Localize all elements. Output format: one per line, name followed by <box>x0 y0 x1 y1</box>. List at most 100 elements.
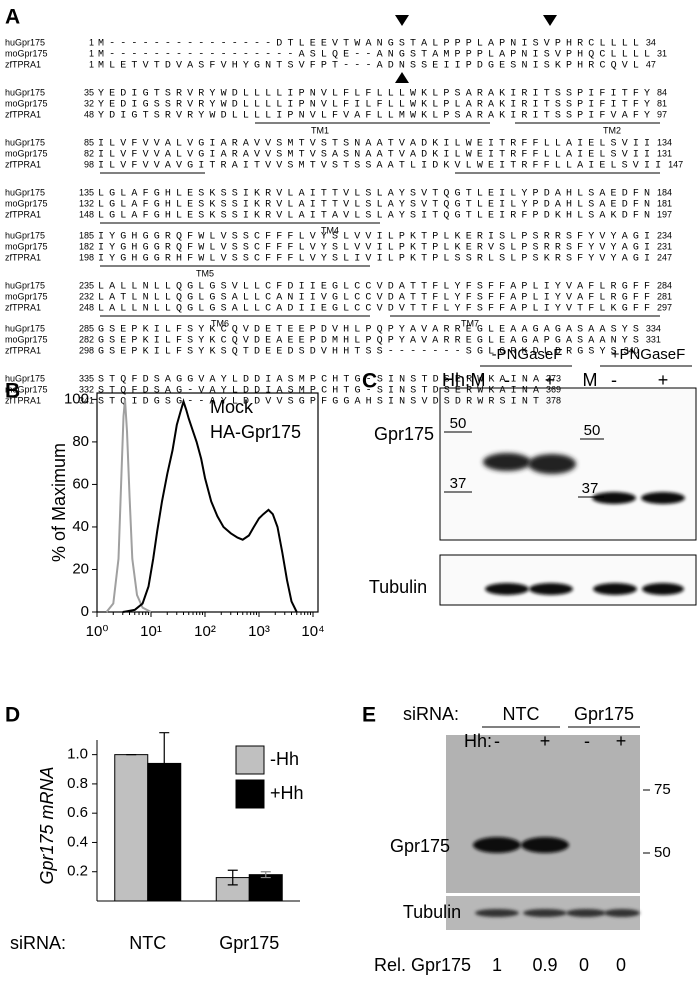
sequence-name: huGpr175 <box>5 37 45 47</box>
tm-label: TM6 <box>211 318 229 328</box>
rel-value: 1 <box>492 955 502 975</box>
sequence: LALLNLLQGLGSALLCADIIEGLCCVDVTTFLYFSFFAPL… <box>98 304 650 315</box>
row-label: Tubulin <box>369 577 427 597</box>
band <box>473 837 521 853</box>
residue-end: 197 <box>657 209 672 219</box>
legend-label: HA-Gpr175 <box>210 422 301 442</box>
x-tick-label: 10² <box>194 623 216 640</box>
hh-label: Hh: <box>464 731 492 751</box>
rel-value: 0.9 <box>532 955 557 975</box>
band <box>485 583 529 595</box>
lane-label: + <box>658 370 669 390</box>
residue-end: 369 <box>546 384 561 394</box>
sequence-name: zfTPRA1 <box>5 159 41 169</box>
plot-frame <box>96 392 319 613</box>
error-bar <box>260 871 271 879</box>
blot-frame <box>446 735 640 893</box>
sequence: IYGHGGRHFWLVSSCFFFLVYSLIVILPKTPLSSRLSLPS… <box>98 254 650 265</box>
lane-label: + <box>545 370 556 390</box>
sequence: LALLNLLQGLGSVLLCFDIIEGLCCVDATTFLYFSFFAPL… <box>98 282 650 293</box>
x-tick-label: 10³ <box>248 623 270 640</box>
tm-label: TM1 <box>311 125 329 135</box>
y-tick-label: 0.4 <box>67 833 88 850</box>
legend-label: +Hh <box>270 783 304 803</box>
sequence-name: moGpr175 <box>5 198 48 208</box>
panel-letter: B <box>5 380 20 403</box>
y-tick-label: 20 <box>72 560 89 577</box>
panel-letter: C <box>362 370 377 393</box>
sequence: YEDIGTSRVRYWDLLLLIPNVLFLFLLLWKLPSARAKIRI… <box>98 89 650 100</box>
sequence-name: zfTPRA1 <box>5 345 41 355</box>
legend-label: -Hh <box>270 749 299 769</box>
row-label: Gpr175 <box>374 424 434 444</box>
tm-label: TM5 <box>196 268 214 278</box>
histogram-line <box>122 398 298 613</box>
error-bar <box>159 732 170 795</box>
lane-label: M <box>583 370 598 390</box>
panel-letter: A <box>5 6 20 29</box>
residue-end: 31 <box>657 48 667 58</box>
site-marker <box>543 15 557 26</box>
y-tick-label: 0.2 <box>67 863 88 880</box>
band <box>604 909 640 917</box>
sequence: GSEPKILFSYKCQVDETEEPDVHLPQPYAVARREGLEAAG… <box>98 325 639 336</box>
band <box>483 453 531 471</box>
residue-start: 132 <box>79 198 94 208</box>
residue-end: 297 <box>657 302 672 312</box>
sequence: ILVFVVALVGIARAVVSMTVSASNAATVADKILWEITRFF… <box>98 150 650 161</box>
sequence-name: moGpr175 <box>5 291 48 301</box>
x-tick-label: 10⁰ <box>86 623 109 640</box>
panel-letter: D <box>5 704 20 727</box>
sequence-name: zfTPRA1 <box>5 109 41 119</box>
band <box>642 583 684 595</box>
sequence: ILVFVVAVGITRAITVVSMTVSTSSAATLIDKVLWEITRF… <box>98 161 661 172</box>
y-tick-label: 0.8 <box>67 775 88 792</box>
residue-start: 48 <box>84 109 94 119</box>
band <box>529 583 573 595</box>
sequence-name: huGpr175 <box>5 187 45 197</box>
panel-letter: E <box>362 704 376 727</box>
sequence-name: huGpr175 <box>5 230 45 240</box>
legend-swatch <box>235 745 265 775</box>
sequence-name: huGpr175 <box>5 323 45 333</box>
residue-start: 332 <box>79 384 94 394</box>
sequence: LGLAFGHLESKSSIKRVLAITTVLSLAYSVTQGTLEILYP… <box>98 189 650 200</box>
residue-start: 135 <box>79 187 94 197</box>
y-tick-label: 40 <box>72 518 89 535</box>
residue-start: 1 <box>89 37 94 47</box>
legend-swatch <box>235 779 265 809</box>
y-tick-label: 0.6 <box>67 804 88 821</box>
sequence-name: huGpr175 <box>5 87 45 97</box>
y-tick-label: 80 <box>72 433 89 450</box>
sequence-name: moGpr175 <box>5 384 48 394</box>
residue-start: 32 <box>84 98 94 108</box>
marker-label: 50 <box>450 415 467 432</box>
y-tick-label: 60 <box>72 475 89 492</box>
lane-label: M <box>471 370 486 390</box>
residue-start: 235 <box>79 280 94 290</box>
residue-end: 231 <box>657 241 672 251</box>
group-label: +PNGaseF <box>611 346 686 363</box>
group-label: NTC <box>503 704 540 724</box>
sequence-name: moGpr175 <box>5 48 48 58</box>
residue-end: 147 <box>668 159 683 169</box>
band <box>523 909 567 917</box>
sequence: YDIGTSRVRYWDLLLLIPNVLFVAFLLMWKLPSARAKIRI… <box>98 111 650 122</box>
tm-label: TM2 <box>603 125 621 135</box>
residue-start: 341 <box>79 395 94 405</box>
sequence-name: moGpr175 <box>5 98 48 108</box>
band <box>566 909 606 917</box>
x-tick-label: NTC <box>129 933 166 953</box>
residue-start: 182 <box>79 241 94 251</box>
x-axis-label: siRNA: <box>10 933 66 953</box>
residue-end: 81 <box>657 98 667 108</box>
sequence-name: huGpr175 <box>5 137 45 147</box>
band <box>528 454 576 474</box>
lane-label: - <box>494 731 500 751</box>
row-label: Tubulin <box>403 902 461 922</box>
rel-value: 0 <box>579 955 589 975</box>
band <box>641 492 685 504</box>
sequence-name: moGpr175 <box>5 241 48 251</box>
lane-label: - <box>584 731 590 751</box>
